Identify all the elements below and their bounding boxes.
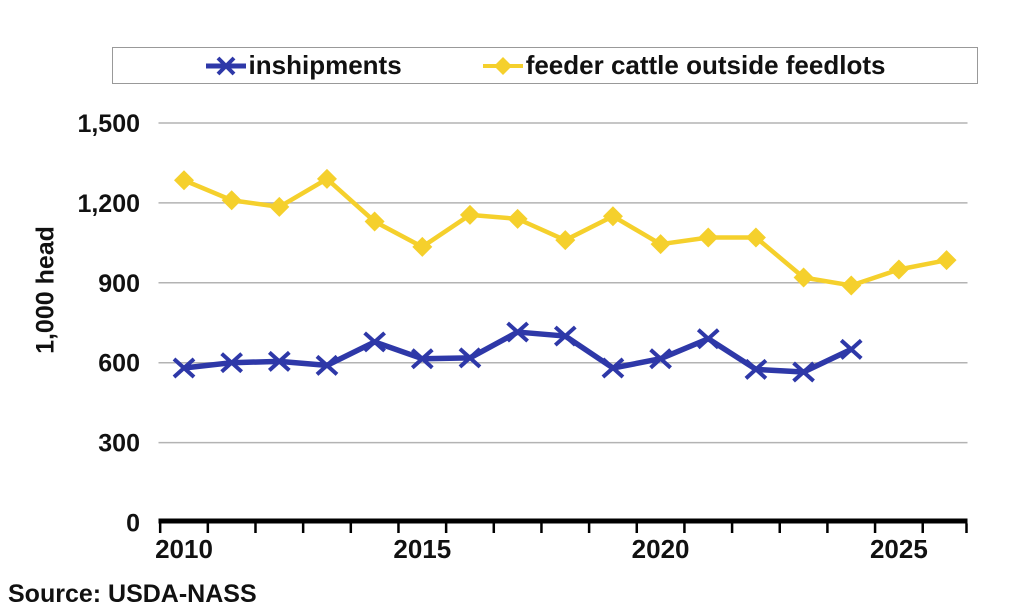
x-marker: [410, 348, 434, 370]
legend-item-feeder-cattle: feeder cattle outside feedlots: [482, 50, 886, 81]
x-tick-label: 2015: [393, 534, 451, 564]
diamond-marker: [459, 204, 480, 225]
diamond-marker: [555, 230, 576, 251]
x-marker: [220, 352, 243, 374]
diamond-marker: [745, 227, 766, 248]
diamond-marker: [507, 208, 528, 229]
x-marker: [458, 347, 482, 369]
diamond-marker: [412, 236, 433, 257]
x-marker: [649, 348, 672, 370]
diamond-marker: [602, 206, 623, 227]
y-tick-label: 300: [98, 430, 140, 458]
diamond-marker: [650, 234, 671, 255]
y-axis-title: 1,000 head: [31, 226, 60, 354]
x-marker: [267, 350, 291, 372]
inshipments-line-x-marker-icon: [205, 56, 246, 75]
diamond-marker: [888, 259, 909, 280]
diamond-marker: [221, 190, 242, 211]
legend: inshipments feeder cattle outside feedlo…: [112, 47, 978, 84]
x-marker: [172, 357, 196, 379]
x-marker: [696, 328, 720, 350]
x-tick-label: 2010: [155, 534, 213, 564]
legend-label-inshipments: inshipments: [248, 50, 402, 80]
feeder-cattle-line-diamond-marker-icon: [482, 56, 523, 75]
x-marker: [363, 331, 386, 353]
y-tick-label: 1,500: [77, 110, 140, 138]
diamond-marker: [793, 267, 814, 288]
diamond-marker: [841, 275, 862, 296]
source-note: Source: USDA-NASS: [8, 580, 257, 608]
y-tick-label: 0: [126, 510, 140, 538]
diamond-marker: [936, 250, 957, 271]
legend-label-feeder-cattle: feeder cattle outside feedlots: [525, 50, 886, 80]
y-tick-label: 1,200: [77, 190, 140, 218]
x-marker: [315, 354, 339, 376]
legend-item-inshipments: inshipments: [205, 50, 402, 81]
diamond-marker: [364, 211, 385, 232]
y-tick-label: 600: [98, 350, 140, 378]
diamond-marker: [174, 170, 194, 191]
diamond-marker: [698, 227, 719, 248]
x-marker: [792, 361, 815, 383]
x-marker: [506, 321, 529, 343]
x-marker: [839, 338, 863, 360]
diamond-marker: [316, 168, 337, 189]
x-marker: [601, 357, 625, 379]
x-marker: [744, 358, 768, 380]
diamond-marker: [269, 196, 290, 217]
y-tick-label: 900: [98, 270, 140, 298]
x-tick-label: 2025: [870, 534, 928, 564]
x-marker: [553, 325, 577, 347]
x-tick-label: 2020: [632, 534, 690, 564]
